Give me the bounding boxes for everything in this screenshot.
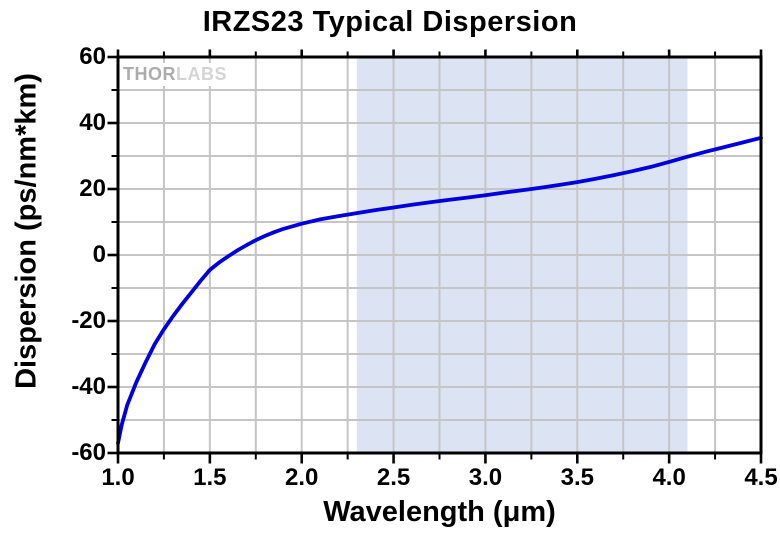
x-tick-label: 2.0	[285, 464, 319, 491]
x-tick-label: 1.0	[101, 464, 135, 491]
x-tick-label: 4.5	[744, 464, 778, 491]
y-tick-label: 20	[79, 175, 106, 202]
dispersion-curve	[116, 135, 763, 446]
watermark-thor-text: THOR	[123, 64, 176, 84]
y-tick-label: -20	[71, 307, 106, 334]
chart-title: IRZS23 Typical Dispersion	[202, 6, 578, 38]
plot-frame	[116, 55, 763, 455]
x-tick-label: 2.5	[376, 464, 411, 491]
y-tick-label: 40	[79, 109, 106, 136]
y-tick-label: 0	[92, 241, 106, 268]
y-tick-label: 60	[79, 43, 106, 70]
x-tick-label: 3.5	[560, 464, 594, 491]
x-tick-label: 4.0	[652, 464, 686, 491]
x-axis-title: Wavelength (μm)	[323, 496, 556, 528]
x-tick-label: 3.0	[468, 464, 503, 491]
thorlabs-watermark: THORLABS	[121, 63, 230, 86]
y-tick-label: -60	[71, 439, 106, 466]
x-tick-label: 1.5	[193, 464, 227, 491]
watermark-labs-text: LABS	[176, 64, 227, 84]
y-tick-label: -40	[71, 373, 106, 400]
